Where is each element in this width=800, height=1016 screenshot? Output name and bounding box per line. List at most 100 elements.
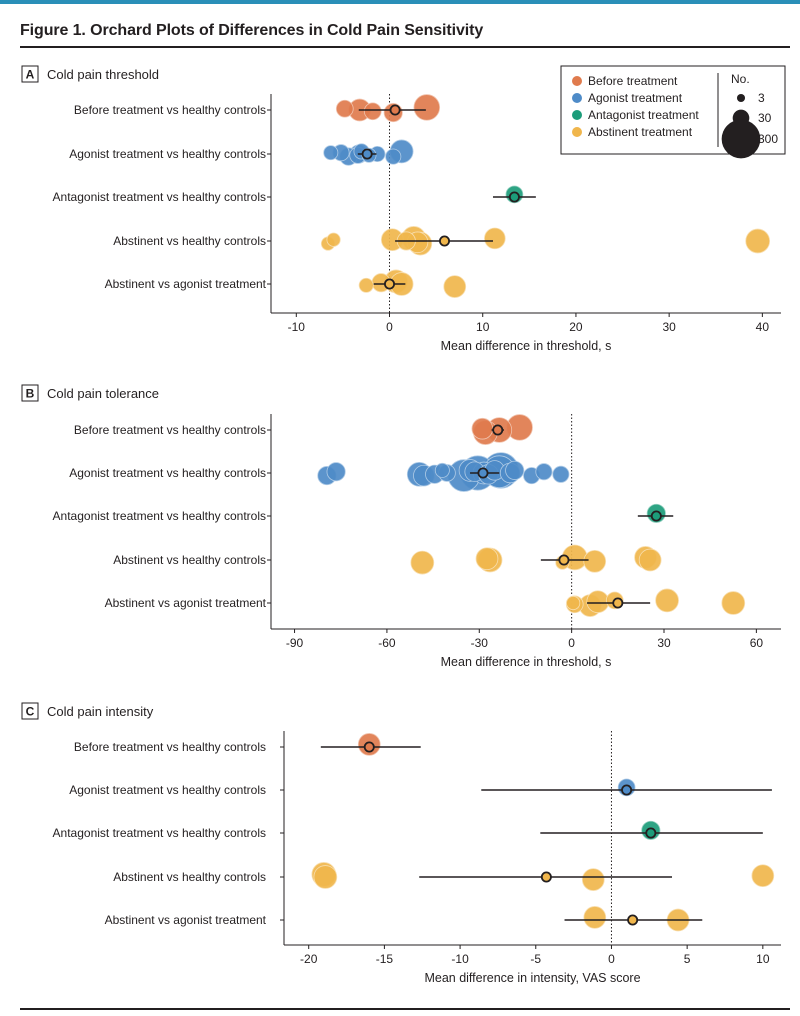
- legend-size-label: 3: [758, 91, 765, 105]
- bottom-rule: [20, 1008, 790, 1010]
- legend-size-title: No.: [731, 72, 750, 86]
- effect-size-point: [583, 906, 607, 929]
- top-accent-rule: [0, 0, 800, 4]
- panel-c: C Cold pain intensity -20 -15 -10 -5 0 5 10 Mean …: [21, 702, 781, 985]
- x-tick-label: 20: [569, 320, 583, 334]
- effect-size-point: [566, 595, 581, 611]
- x-axis-label: Mean difference in intensity, VAS score: [424, 971, 640, 985]
- x-tick-label: 60: [750, 636, 764, 650]
- panel-title: Cold pain threshold: [47, 67, 159, 82]
- effect-size-point: [535, 463, 553, 481]
- row-label: Agonist treatment vs healthy controls: [69, 147, 266, 161]
- effect-size-point: [655, 588, 679, 613]
- pooled-estimate-point: [650, 510, 662, 522]
- pooled-estimate-point: [558, 554, 570, 566]
- x-tick-label: 0: [568, 636, 575, 650]
- pooled-estimate-point: [508, 191, 520, 203]
- pooled-estimate-point: [361, 148, 373, 160]
- row-points: [335, 94, 441, 123]
- x-tick-label: -10: [288, 320, 306, 334]
- effect-size-point: [583, 549, 607, 573]
- row-label: Abstinent vs agonist treatment: [105, 913, 267, 927]
- x-tick-label: 0: [386, 320, 393, 334]
- legend: Before treatment Agonist treatment Antagon…: [560, 65, 786, 159]
- panel-letter: A: [26, 68, 35, 82]
- effect-size-point: [413, 94, 441, 121]
- legend-swatch-before: [572, 76, 582, 86]
- x-tick-label: -10: [451, 952, 469, 966]
- effect-size-point: [326, 462, 346, 482]
- panel-label-box: [21, 65, 39, 83]
- effect-size-point: [505, 460, 525, 480]
- effect-size-point: [443, 275, 467, 298]
- row-points: [317, 452, 570, 492]
- effect-size-point: [471, 417, 494, 440]
- effect-size-point: [751, 864, 775, 888]
- panel-a: A Cold pain threshold -10 0 10 20 30 40 Mean dif…: [21, 65, 781, 353]
- pooled-estimate-point: [439, 235, 451, 247]
- x-tick-label: 0: [608, 952, 615, 966]
- x-axis-label: Mean difference in threshold, s: [441, 339, 612, 353]
- legend-swatch-abstinent: [572, 127, 582, 137]
- x-tick-label: 40: [756, 320, 770, 334]
- effect-size-point: [363, 102, 382, 121]
- legend-label-agonist: Agonist treatment: [588, 91, 683, 105]
- effect-size-point: [745, 228, 771, 254]
- row-label: Agonist treatment vs healthy controls: [69, 783, 266, 797]
- pooled-estimate-point: [627, 914, 639, 926]
- x-tick-label: 10: [476, 320, 490, 334]
- legend-label-abstinent: Abstinent treatment: [588, 125, 693, 139]
- row-label: Abstinent vs agonist treatment: [105, 596, 267, 610]
- x-tick-label: 5: [684, 952, 691, 966]
- effect-size-point: [434, 462, 450, 478]
- panel-letter: C: [26, 705, 35, 719]
- pooled-estimate-point: [621, 784, 633, 796]
- panel-label-box: [21, 702, 39, 720]
- legend-size-marker: [736, 93, 746, 103]
- pooled-estimate-point: [389, 104, 401, 116]
- row-points: [311, 862, 775, 891]
- effect-size-point: [313, 865, 338, 889]
- x-tick-label: 10: [756, 952, 770, 966]
- pooled-estimate-point: [645, 827, 657, 839]
- row-label: Agonist treatment vs healthy controls: [69, 466, 266, 480]
- row-points: [565, 588, 746, 617]
- row-label: Abstinent vs agonist treatment: [105, 277, 267, 291]
- effect-size-point: [385, 148, 402, 165]
- x-tick-label: -15: [376, 952, 394, 966]
- row-points: [471, 414, 533, 445]
- pooled-estimate-point: [612, 597, 624, 609]
- row-label: Antagonist treatment vs healthy controls: [53, 509, 266, 523]
- legend-swatch-antagonist: [572, 110, 582, 120]
- pooled-estimate-point: [540, 871, 552, 883]
- row-label: Abstinent vs healthy controls: [113, 234, 266, 248]
- x-axis-label: Mean difference in threshold, s: [441, 655, 612, 669]
- x-tick-label: 30: [662, 320, 676, 334]
- panel-label-box: [21, 384, 39, 402]
- row-label: Abstinent vs healthy controls: [113, 870, 266, 884]
- effect-size-point: [358, 277, 374, 293]
- x-tick-label: -60: [378, 636, 396, 650]
- x-tick-label: 30: [657, 636, 671, 650]
- effect-size-point: [638, 548, 662, 572]
- effect-size-point: [410, 550, 435, 575]
- row-points: [323, 139, 414, 166]
- row-points: [410, 544, 662, 575]
- x-tick-label: -5: [530, 952, 541, 966]
- effect-size-point: [581, 868, 605, 891]
- legend-label-antagonist: Antagonist treatment: [588, 108, 699, 122]
- effect-size-point: [721, 591, 746, 615]
- effect-size-point: [475, 547, 499, 571]
- effect-size-point: [484, 227, 506, 250]
- panel-title: Cold pain intensity: [47, 704, 154, 719]
- x-tick-label: -30: [471, 636, 489, 650]
- row-label: Abstinent vs healthy controls: [113, 553, 266, 567]
- legend-size-label: 30: [758, 111, 772, 125]
- panel-b: B Cold pain tolerance -90 -60 -30 0 30 60 Mean d…: [21, 384, 781, 669]
- legend-size-label: 300: [758, 132, 778, 146]
- effect-size-point: [323, 145, 339, 161]
- row-points: [320, 226, 771, 256]
- legend-size-marker: [721, 119, 761, 159]
- effect-size-point: [552, 465, 570, 483]
